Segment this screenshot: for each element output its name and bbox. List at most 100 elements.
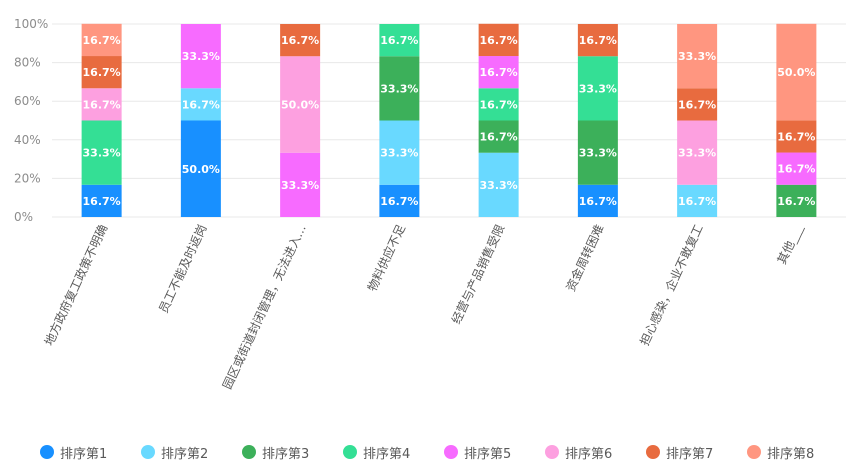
segment-value-label: 50.0% [281, 98, 319, 111]
x-tick-label: 担心感染，企业不敢复工 [636, 222, 705, 348]
legend-swatch [444, 445, 458, 459]
segment-value-label: 16.7% [83, 66, 121, 79]
legend-swatch [545, 445, 559, 459]
y-tick-label: 100% [14, 17, 48, 31]
bar-segment [677, 24, 718, 89]
segment-value-label: 33.3% [678, 147, 716, 160]
legend-label: 排序第2 [161, 446, 209, 462]
legend-label: 排序第5 [464, 446, 512, 462]
segment-value-label: 33.3% [182, 50, 220, 63]
segment-value-label: 16.7% [182, 98, 220, 111]
legend-swatch [343, 445, 357, 459]
segment-value-label: 16.7% [83, 34, 121, 47]
grid-lines [52, 23, 846, 218]
y-tick-label: 40% [14, 133, 41, 147]
x-tick-label: 其他___ [775, 221, 806, 266]
segment-value-label: 16.7% [480, 131, 518, 144]
bar-segment [577, 120, 618, 185]
bar-segment [379, 184, 420, 217]
bar-segment [776, 23, 817, 121]
segment-value-label: 16.7% [579, 195, 617, 208]
segment-value-label: 16.7% [777, 163, 815, 176]
legend-label: 排序第7 [666, 446, 714, 462]
legend-item[interactable]: 排序第2 [141, 442, 208, 462]
segment-value-label: 16.7% [678, 98, 716, 111]
bar-segment [280, 56, 321, 153]
legend-swatch [242, 445, 256, 459]
x-axis: 地方政府复工政策不明确 员工不能及时返岗 园区或街道封闭管理，无法进入… 物料供应不足… [41, 221, 806, 391]
segment-value-label: 33.3% [579, 147, 617, 160]
segment-value-label: 50.0% [182, 163, 220, 176]
y-tick-label: 0% [14, 210, 33, 224]
legend-item[interactable]: 排序第7 [646, 442, 713, 462]
legend-label: 排序第1 [60, 446, 108, 462]
legend-item[interactable]: 排序第8 [747, 442, 814, 462]
bar-segment [577, 184, 618, 217]
segment-value-label: 16.7% [777, 130, 815, 143]
segment-value-label: 16.7% [480, 98, 518, 111]
legend: 排序第1 排序第2 排序第3 排序第4 排序第5 排序第6 排序第7 排序第8 [0, 442, 853, 462]
bar-segment [81, 23, 122, 57]
legend-label: 排序第3 [262, 446, 310, 462]
y-tick-label: 20% [14, 171, 41, 185]
legend-item[interactable]: 排序第5 [444, 442, 511, 462]
segment-value-label: 50.0% [777, 66, 815, 79]
legend-swatch [646, 445, 660, 459]
bar-segment [478, 120, 519, 153]
segment-value-label: 33.3% [83, 147, 121, 160]
segment-value-label: 16.7% [380, 195, 418, 208]
bar-segment [81, 184, 122, 217]
bar-segment [677, 120, 718, 185]
legend-item[interactable]: 排序第1 [40, 442, 107, 462]
legend-label: 排序第8 [767, 446, 815, 462]
legend-swatch [40, 445, 54, 459]
bar-segment [577, 56, 618, 121]
bar-segment [81, 120, 122, 185]
legend-item[interactable]: 排序第4 [343, 442, 410, 462]
bar-segment [81, 88, 122, 121]
legend-swatch [141, 445, 155, 459]
segment-value-label: 16.7% [480, 66, 518, 79]
segment-value-label: 16.7% [480, 34, 518, 47]
legend-label: 排序第4 [363, 446, 411, 462]
x-tick-label: 地方政府复工政策不明确 [41, 222, 110, 348]
bar-segment [180, 88, 221, 121]
bar-segment [677, 88, 718, 121]
bars: 16.7% 33.3% 16.7% 16.7% 16.7% 50.0% 16.7% 33.3%… [81, 23, 817, 217]
bar-segment [280, 24, 321, 57]
bar-segment [776, 184, 817, 217]
bar-segment [677, 184, 718, 217]
bar-segment [478, 152, 519, 217]
x-tick-label: 物料供应不足 [364, 222, 408, 294]
bar-segment [280, 152, 321, 217]
segment-value-label: 16.7% [281, 34, 319, 47]
legend-item[interactable]: 排序第3 [242, 442, 309, 462]
segment-value-label: 16.7% [380, 34, 418, 47]
y-tick-label: 80% [14, 56, 41, 70]
legend-item[interactable]: 排序第6 [545, 442, 612, 462]
bar-segment [180, 24, 221, 89]
x-tick-label: 经营与产品销售受限 [448, 222, 507, 326]
bar-segment [81, 56, 122, 89]
x-tick-label: 资金周转困难 [563, 222, 607, 294]
bar-segment [478, 56, 519, 89]
segment-value-label: 33.3% [480, 179, 518, 192]
segment-value-label: 16.7% [777, 195, 815, 208]
segment-value-label: 33.3% [579, 82, 617, 95]
stacked-bar-chart: 0%20%40%60%80%100% 16.7%33.3%16.7%16.7%1… [14, 17, 846, 391]
bar-segment [478, 23, 519, 57]
segment-value-label: 33.3% [281, 179, 319, 192]
bar-segment [577, 24, 618, 57]
legend-label: 排序第6 [565, 446, 613, 462]
segment-value-label: 33.3% [380, 147, 418, 160]
bar-segment [379, 56, 420, 121]
bar-segment [379, 120, 420, 185]
bar-segment [180, 120, 221, 217]
legend-swatch [747, 445, 761, 459]
segment-value-label: 16.7% [83, 195, 121, 208]
y-tick-label: 60% [14, 94, 41, 108]
segment-value-label: 33.3% [678, 50, 716, 63]
bar-segment [379, 24, 420, 57]
y-axis: 0% 20% 40% 60% 80% 100% [14, 17, 48, 224]
x-tick-label: 园区或街道封闭管理，无法进入… [219, 222, 309, 391]
